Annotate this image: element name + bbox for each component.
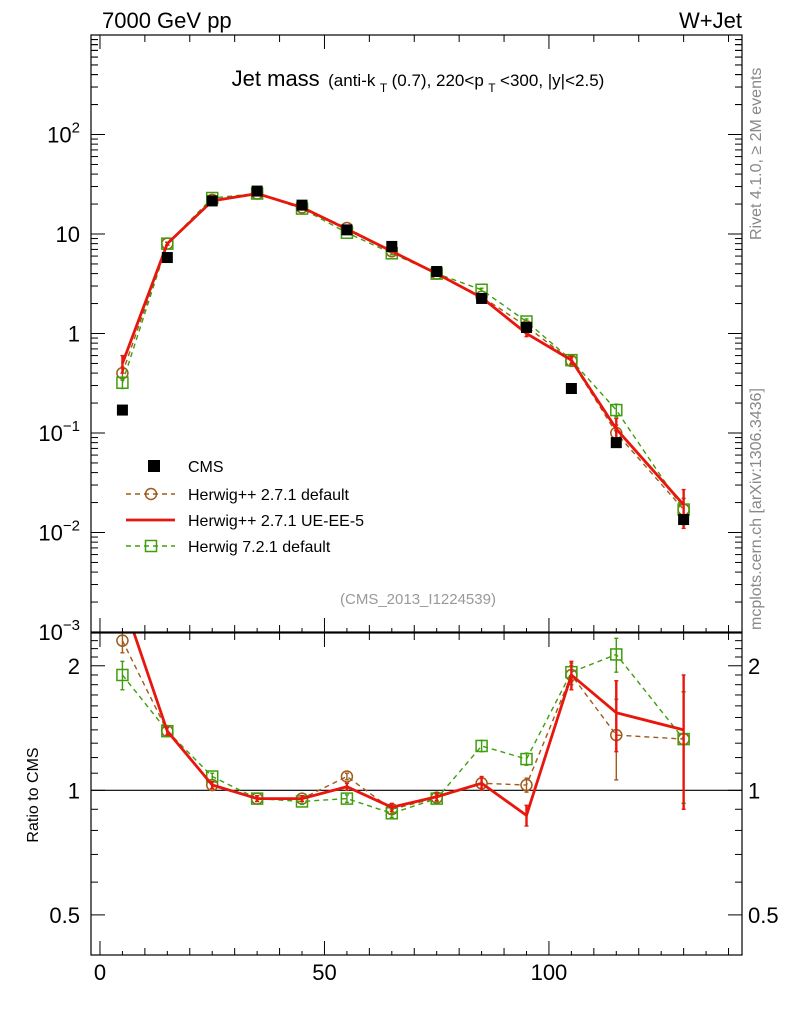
chart-title-part-0: (anti-k	[328, 71, 376, 90]
y-tick-label-exp: −1	[63, 418, 80, 435]
ratio-square-dashed-line	[121, 653, 685, 815]
x-tick-label: 100	[531, 960, 568, 985]
y-tick-label-exp: −2	[63, 518, 80, 535]
main-panel	[116, 185, 690, 530]
legend-label: Herwig++ 2.7.1 default	[188, 487, 350, 504]
legend-marker-cms	[148, 460, 160, 472]
y-tick-label: 10	[56, 222, 80, 247]
main-data-point	[296, 199, 308, 211]
main-data-point	[386, 240, 398, 252]
main-data-point	[116, 404, 128, 416]
ratio-square-dashed-point	[520, 752, 533, 766]
main-square-dashed-point	[116, 376, 129, 389]
y-tick-label-base: 1	[68, 322, 80, 347]
main-data-point	[431, 265, 443, 277]
legend-marker	[144, 487, 158, 501]
main-data-point	[565, 383, 577, 395]
rivet-label: Rivet 4.1.0, ≥ 2M events	[748, 68, 765, 240]
legend-label: Herwig++ 2.7.1 UE-EE-5	[188, 513, 364, 530]
y-tick-label-exp: −3	[63, 617, 80, 634]
ratio-panel	[91, 633, 742, 827]
ratio-y-tick-label-right: 1	[748, 778, 760, 803]
chart-title-part-3: T	[488, 81, 496, 95]
main-data-point	[206, 195, 218, 207]
ratio-square-dashed-point	[475, 739, 488, 753]
main-square-dashed-point	[610, 403, 623, 417]
process-label: W+Jet	[679, 8, 742, 33]
chart-title-part-1: T	[380, 81, 388, 95]
ratio-square-dashed-point	[116, 668, 129, 682]
y-tick-label: 10−2	[38, 518, 80, 546]
main-data-point	[341, 224, 353, 236]
y-tick-label-base: 10	[38, 620, 62, 645]
y-tick-label: 1	[68, 322, 80, 347]
ratio-y-tick-label: 2	[68, 654, 80, 679]
y-tick-label: 10−1	[38, 418, 80, 446]
y-tick-label-base: 10	[47, 123, 71, 148]
chart-title-part-2: (0.7), 220<p	[392, 71, 484, 90]
y-tick-label-base: 10	[56, 222, 80, 247]
y-tick-label-exp: 2	[72, 120, 80, 137]
ratio-y-tick-label: 0.5	[49, 903, 80, 928]
chart-title-main: Jet mass	[232, 66, 320, 91]
legend-label: CMS	[188, 459, 224, 476]
ratio-square-dashed-point	[610, 648, 623, 661]
legend: CMS Herwig++ 2.7.1 default Herwig++ 2.7.1 …	[126, 459, 364, 556]
chart-title-part-4: <300, |y|<2.5)	[500, 71, 604, 90]
ratio-y-tick-label: 1	[68, 778, 80, 803]
mcplots-label: mcplots.cern.ch [arXiv:1306.3436]	[748, 388, 765, 630]
legend-marker	[144, 539, 158, 553]
main-data-point	[520, 321, 532, 333]
x-tick-label: 50	[312, 960, 336, 985]
y-tick-label: 10−3	[38, 617, 80, 645]
ratio-frame	[90, 632, 743, 956]
chart-title: Jet mass (anti-k T (0.7), 220<p T <300, …	[232, 66, 605, 96]
main-square-dashed-point	[161, 237, 174, 250]
main-square-dashed-point	[565, 353, 578, 367]
ratio-y-tick-label-right: 2	[748, 654, 760, 679]
energy-label: 7000 GeV pp	[102, 8, 232, 33]
analysis-tag: (CMS_2013_I1224539)	[340, 591, 496, 608]
legend-label: Herwig 7.2.1 default	[188, 539, 331, 556]
main-data-point	[161, 252, 173, 264]
ratio-circle-dashed-point	[520, 778, 533, 792]
y-tick-label-base: 10	[38, 521, 62, 546]
main-data-point	[251, 185, 263, 197]
ratio-circle-dashed-point	[116, 634, 129, 647]
ratio-square-dashed-point	[340, 792, 354, 805]
ratio-square-dashed-point	[161, 724, 174, 738]
main-data-point	[476, 292, 488, 304]
ratio-circle-dashed-point	[340, 770, 354, 783]
main-data-point	[678, 514, 690, 526]
ratio-ylabel: Ratio to CMS	[25, 747, 42, 842]
y-tick-label: 102	[47, 120, 80, 148]
x-tick-label: 0	[94, 960, 106, 985]
y-tick-label-base: 10	[38, 421, 62, 446]
ratio-y-tick-label-right: 0.5	[748, 903, 779, 928]
main-data-point	[610, 437, 622, 449]
